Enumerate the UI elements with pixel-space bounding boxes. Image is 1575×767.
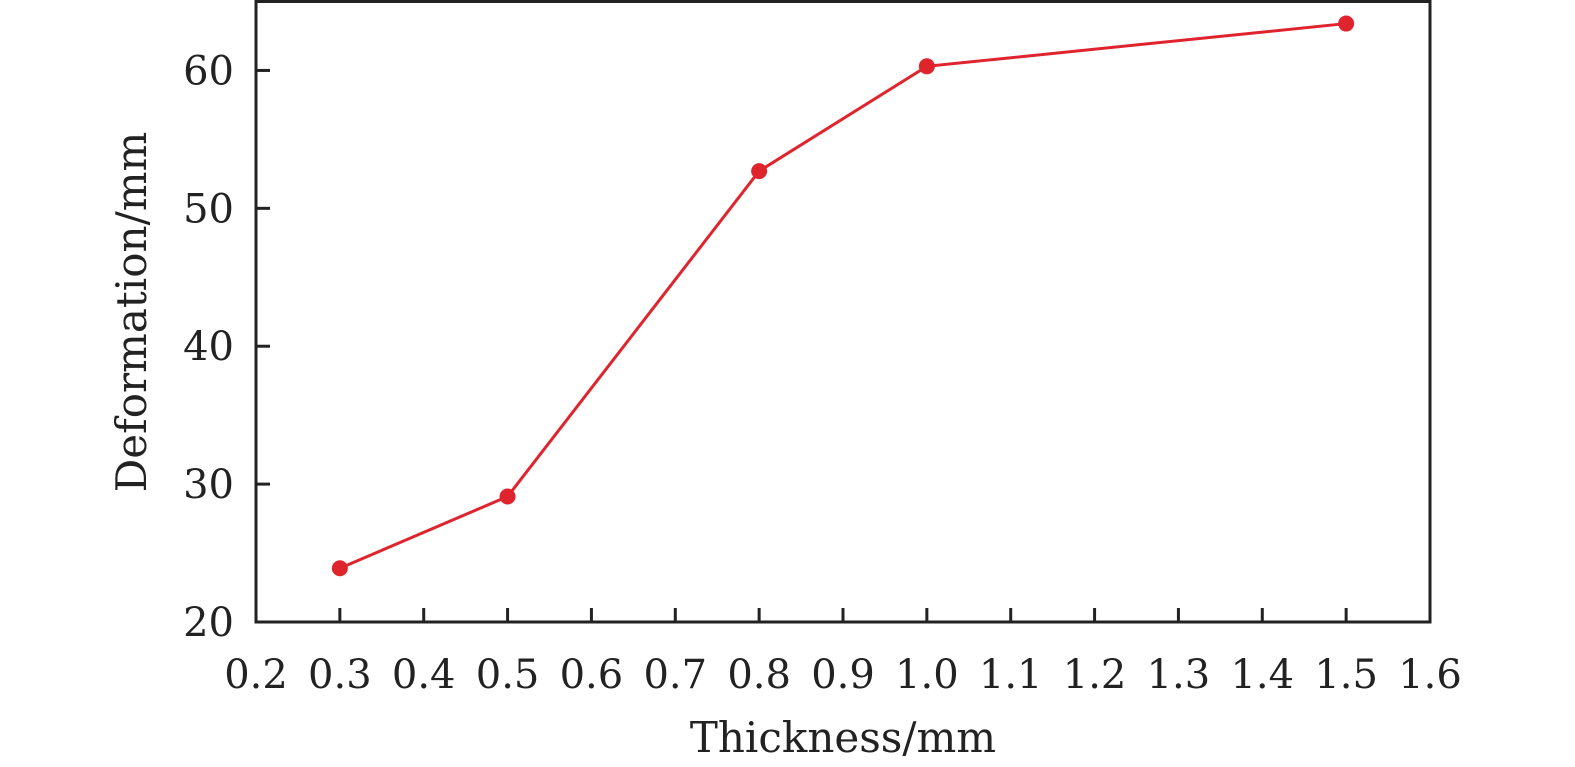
y-tick-label: 30 — [183, 462, 234, 508]
x-tick-label: 1.4 — [1230, 652, 1294, 698]
x-tick-label: 1.2 — [1063, 652, 1127, 698]
series-layer — [331, 15, 1355, 577]
x-tick-label: 0.3 — [308, 652, 372, 698]
x-axis-title: Thickness/mm — [690, 713, 996, 762]
y-tick-label: 60 — [183, 48, 234, 94]
data-point — [499, 488, 516, 505]
x-tick-label: 1.5 — [1314, 652, 1378, 698]
x-tick-label: 0.8 — [727, 652, 791, 698]
x-tick-label: 0.2 — [224, 652, 288, 698]
y-tick-label: 40 — [183, 324, 234, 370]
y-axis-ticks: 20 30 40 50 60 — [183, 48, 270, 646]
x-tick-label: 0.6 — [560, 652, 624, 698]
data-point — [1338, 15, 1355, 32]
x-tick-label: 0.9 — [811, 652, 875, 698]
x-axis-ticks: 0.2 0.3 0.4 0.5 0.6 0.7 0.8 0.9 1.0 1.1 1.2 1.3 1.4 1… — [224, 608, 1462, 698]
series-line — [339, 22, 1347, 570]
y-tick-label: 50 — [183, 186, 234, 232]
data-point — [918, 58, 935, 75]
data-point — [751, 163, 768, 180]
y-tick-label: 20 — [183, 600, 234, 646]
y-axis-title: Deformation/mm — [107, 132, 156, 493]
x-tick-label: 1.1 — [979, 652, 1043, 698]
x-tick-label: 1.0 — [895, 652, 959, 698]
x-tick-label: 0.5 — [476, 652, 540, 698]
data-point — [331, 560, 348, 577]
x-tick-label: 1.3 — [1147, 652, 1211, 698]
x-tick-label: 0.7 — [643, 652, 707, 698]
x-tick-label: 1.6 — [1398, 652, 1462, 698]
x-tick-label: 0.4 — [392, 652, 456, 698]
